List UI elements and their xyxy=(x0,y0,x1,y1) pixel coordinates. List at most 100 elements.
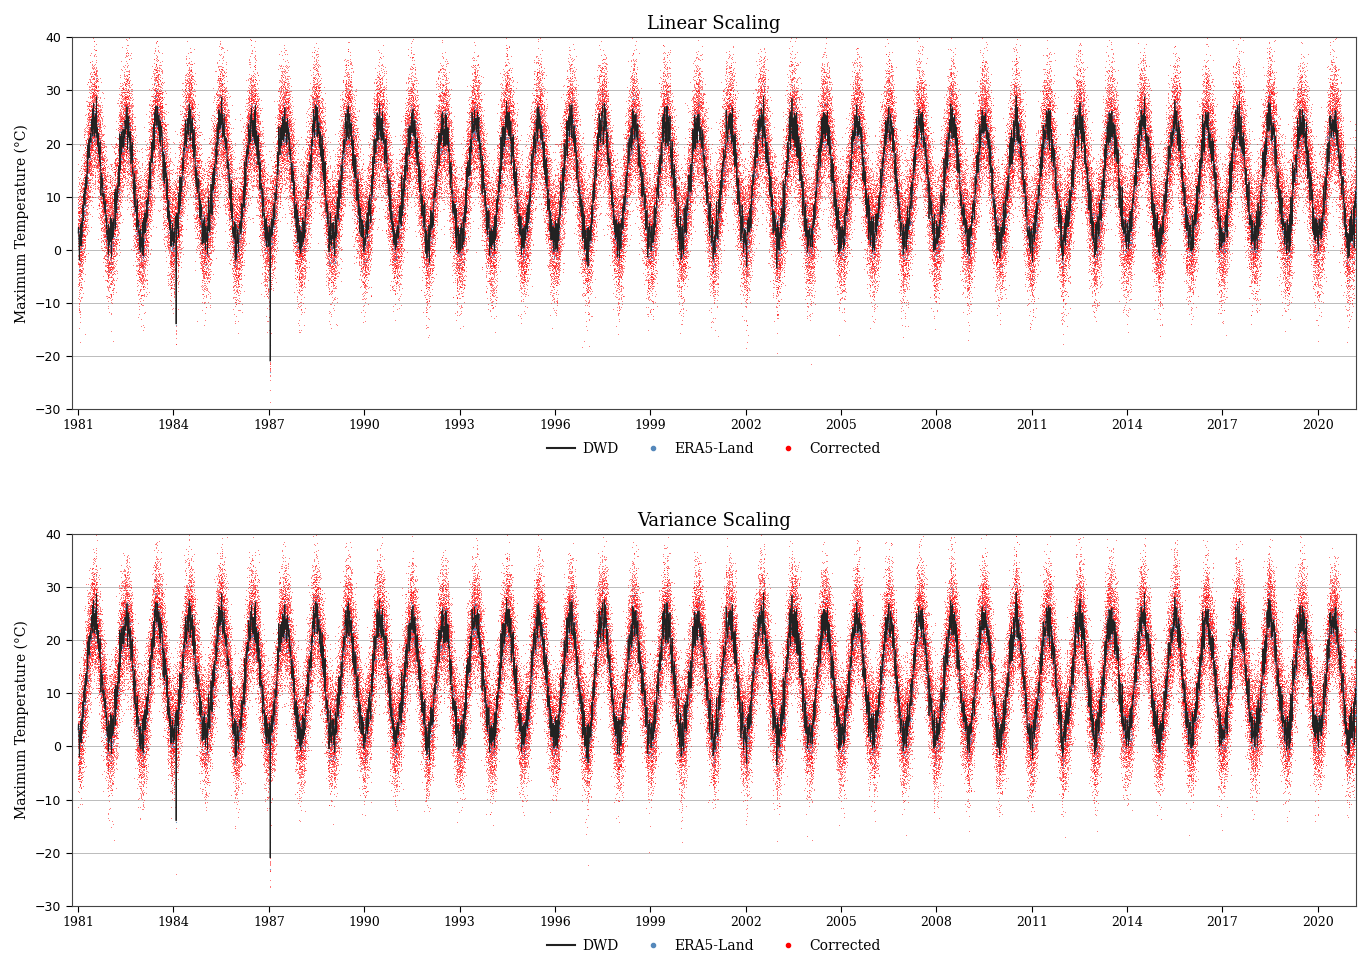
Point xyxy=(404,643,426,658)
Point xyxy=(788,160,810,175)
Point xyxy=(788,203,810,219)
Point xyxy=(498,574,520,590)
Point xyxy=(1012,647,1034,662)
Point xyxy=(916,169,938,185)
Point xyxy=(1027,188,1049,203)
Point xyxy=(247,181,269,197)
Point xyxy=(572,727,594,742)
Point xyxy=(1131,127,1153,142)
Point xyxy=(432,126,454,141)
Point xyxy=(553,170,574,186)
Point xyxy=(1285,664,1307,680)
Point xyxy=(1201,603,1223,619)
Point xyxy=(244,106,266,122)
Point xyxy=(638,227,659,243)
Point xyxy=(418,764,440,779)
Point xyxy=(553,623,574,639)
Point xyxy=(143,665,165,681)
Point xyxy=(661,621,683,637)
Point xyxy=(487,183,509,198)
Point xyxy=(1172,635,1194,650)
Point xyxy=(1345,689,1367,705)
Point xyxy=(969,144,991,160)
Point xyxy=(469,590,491,606)
Point xyxy=(395,131,417,146)
Point xyxy=(551,689,573,705)
Point xyxy=(1084,732,1106,747)
Point xyxy=(1039,151,1061,166)
Point xyxy=(515,206,537,222)
Point xyxy=(1252,186,1274,201)
Point xyxy=(1237,220,1259,235)
Point xyxy=(1316,137,1338,153)
Point xyxy=(576,738,598,753)
Point xyxy=(1050,254,1072,269)
Point xyxy=(953,689,975,705)
Point xyxy=(761,186,783,201)
Point xyxy=(217,150,239,166)
Point xyxy=(1116,208,1138,224)
Point xyxy=(1035,121,1057,136)
Point xyxy=(350,682,372,698)
Point xyxy=(976,603,998,619)
Point xyxy=(380,709,402,724)
Point xyxy=(1234,158,1256,173)
Point xyxy=(1183,730,1205,745)
Point xyxy=(526,624,548,640)
Point xyxy=(658,125,680,140)
Point xyxy=(468,124,489,139)
Point xyxy=(543,723,565,739)
Point xyxy=(136,180,158,196)
Point xyxy=(751,616,773,631)
Point xyxy=(1104,622,1126,638)
Point xyxy=(1031,151,1053,166)
Point xyxy=(816,607,838,622)
Point xyxy=(784,613,806,628)
Point xyxy=(214,628,236,644)
Point xyxy=(85,597,107,613)
Point xyxy=(73,721,95,737)
Point xyxy=(861,695,883,711)
Point xyxy=(984,724,1006,740)
Point xyxy=(417,742,439,758)
Point xyxy=(1142,195,1164,210)
Point xyxy=(544,239,566,255)
Point xyxy=(274,572,296,588)
Point xyxy=(422,168,444,184)
Point xyxy=(1274,215,1296,230)
Point xyxy=(1217,181,1239,197)
Point xyxy=(524,151,546,166)
Point xyxy=(554,172,576,188)
Point xyxy=(71,260,93,276)
Point xyxy=(81,108,103,124)
Point xyxy=(581,192,603,207)
Point xyxy=(93,175,115,191)
Point xyxy=(817,146,839,162)
Point xyxy=(971,584,993,599)
Point xyxy=(747,657,769,673)
Point xyxy=(876,608,898,623)
Point xyxy=(506,698,528,713)
Point xyxy=(1052,240,1073,256)
Point xyxy=(409,187,430,202)
Point xyxy=(696,687,718,703)
Point xyxy=(1326,101,1348,116)
Point xyxy=(1039,579,1061,594)
Point xyxy=(90,711,112,726)
Point xyxy=(1352,644,1371,659)
Point xyxy=(1138,190,1160,205)
Point xyxy=(1042,163,1064,178)
Point xyxy=(245,171,267,187)
Point xyxy=(1126,129,1148,144)
Point xyxy=(1005,585,1027,600)
Point xyxy=(609,233,631,249)
Point xyxy=(831,208,853,224)
Point xyxy=(517,197,539,212)
Point xyxy=(1031,657,1053,673)
Point xyxy=(1291,578,1313,593)
Point xyxy=(115,109,137,125)
Point xyxy=(588,126,610,141)
Point xyxy=(1305,222,1327,237)
Point xyxy=(1045,684,1067,700)
Point xyxy=(1333,163,1355,178)
